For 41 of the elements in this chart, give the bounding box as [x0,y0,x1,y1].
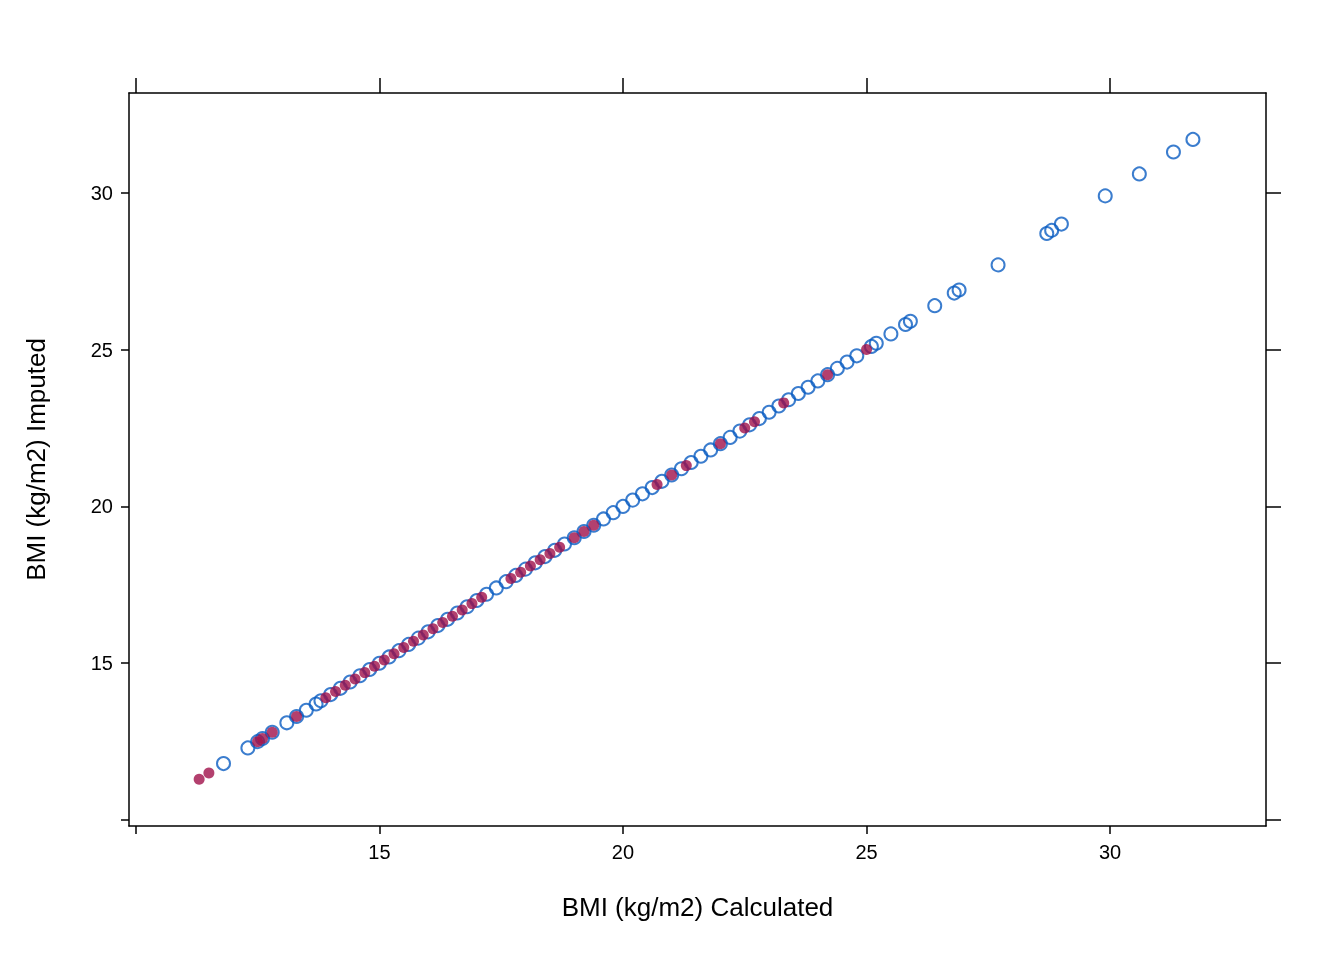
point [861,344,873,356]
point [359,667,371,679]
point [408,635,419,647]
point [446,610,458,622]
point [456,604,468,616]
point [378,654,390,666]
point [651,478,663,490]
point [398,642,410,654]
point [320,692,332,704]
point [466,598,478,610]
point [437,616,449,628]
point [369,660,381,672]
point [193,773,205,785]
point [515,566,527,578]
point [388,648,400,660]
point [427,623,439,635]
point [778,397,790,409]
point [544,547,556,559]
point [349,673,361,685]
x-tick-label: 15 [368,841,391,863]
point [476,591,488,603]
x-tick-label: 30 [1098,841,1122,863]
x-tick-label: 25 [855,841,878,863]
point [749,416,760,428]
point [203,767,215,779]
point [534,554,546,566]
y-tick-label: 15 [90,652,113,675]
x-axis-title: BMI (kg/m2) Calculated [561,892,834,922]
x-tick-label: 20 [611,841,635,863]
point [339,679,351,691]
point [330,685,342,697]
point [524,560,536,572]
point [554,541,566,553]
point [680,460,692,472]
point [739,422,751,434]
point [417,629,429,641]
point [505,573,517,585]
y-tick-label: 25 [90,338,113,361]
y-axis-title: BMI (kg/m2) Imputed [21,338,51,581]
y-tick-label: 20 [90,495,113,518]
y-tick-label: 30 [90,181,113,204]
